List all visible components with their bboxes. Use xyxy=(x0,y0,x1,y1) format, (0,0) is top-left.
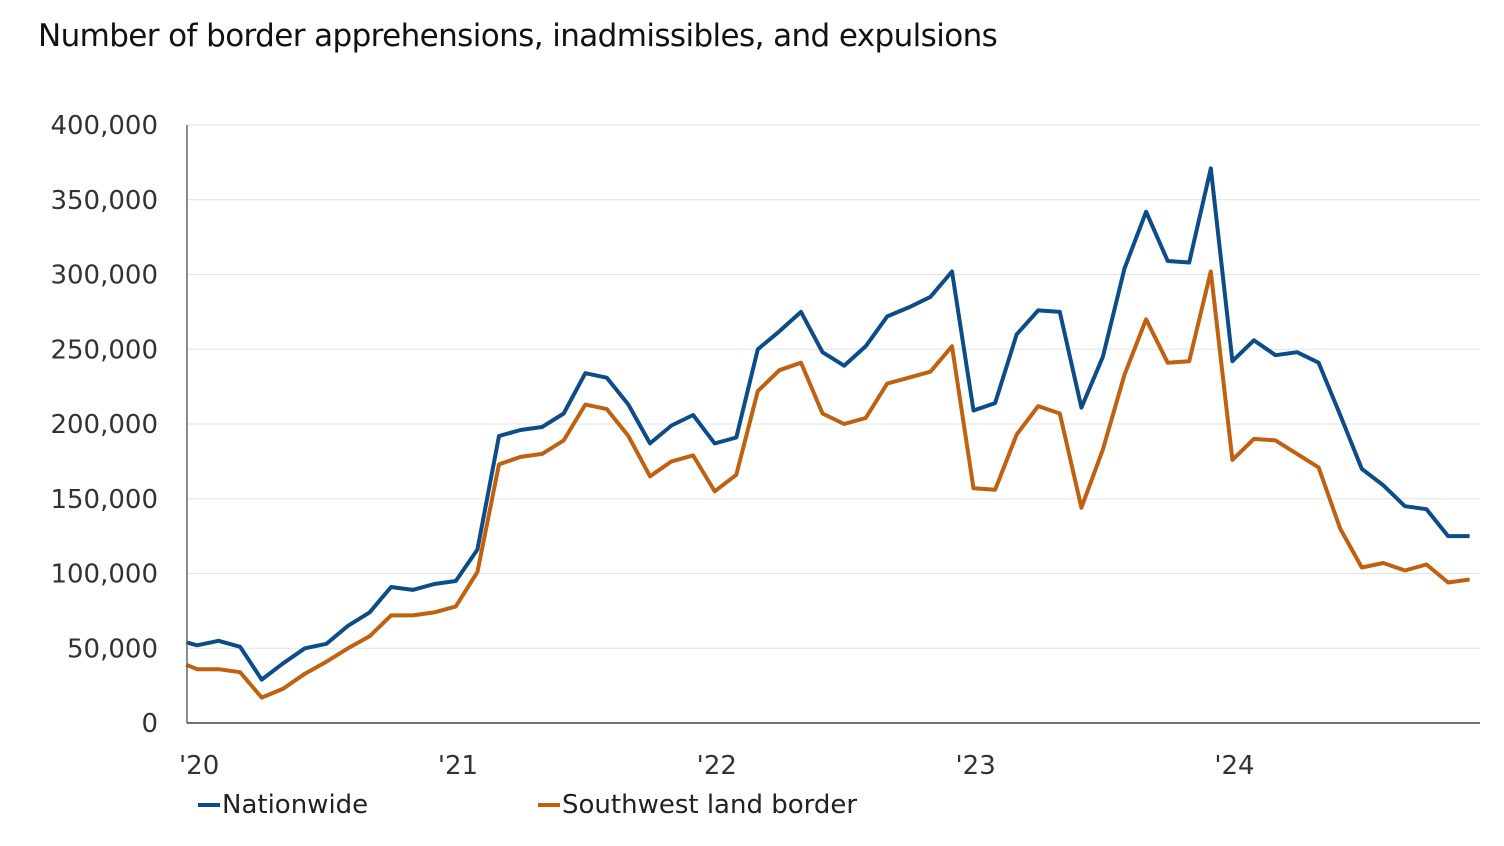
legend-item-nationwide: Nationwide xyxy=(198,790,368,820)
series-line-southwest xyxy=(185,269,1470,700)
y-tick-label: 0 xyxy=(141,709,158,739)
y-tick-label: 250,000 xyxy=(50,335,158,365)
x-tick-label: '22 xyxy=(697,751,737,781)
y-tick-label: 100,000 xyxy=(50,560,158,590)
x-tick-label: '24 xyxy=(1214,751,1254,781)
legend-label-nationwide: Nationwide xyxy=(222,790,369,820)
y-tick-label: 400,000 xyxy=(50,111,158,141)
legend-swatch-southwest xyxy=(538,803,560,807)
chart-title: Number of border apprehensions, inadmiss… xyxy=(38,18,998,54)
legend-swatch-nationwide xyxy=(198,803,220,807)
x-tick-label: '20 xyxy=(179,751,219,781)
y-tick-label: 200,000 xyxy=(50,410,158,440)
y-tick-label: 300,000 xyxy=(50,261,158,291)
y-tick-label: 350,000 xyxy=(50,186,158,216)
x-tick-label: '23 xyxy=(956,751,996,781)
legend-label-southwest: Southwest land border xyxy=(562,790,858,820)
x-tick-label: '21 xyxy=(438,751,478,781)
y-tick-label: 50,000 xyxy=(67,634,158,664)
y-tick-label: 150,000 xyxy=(50,485,158,515)
legend-item-southwest: Southwest land border xyxy=(538,790,857,820)
